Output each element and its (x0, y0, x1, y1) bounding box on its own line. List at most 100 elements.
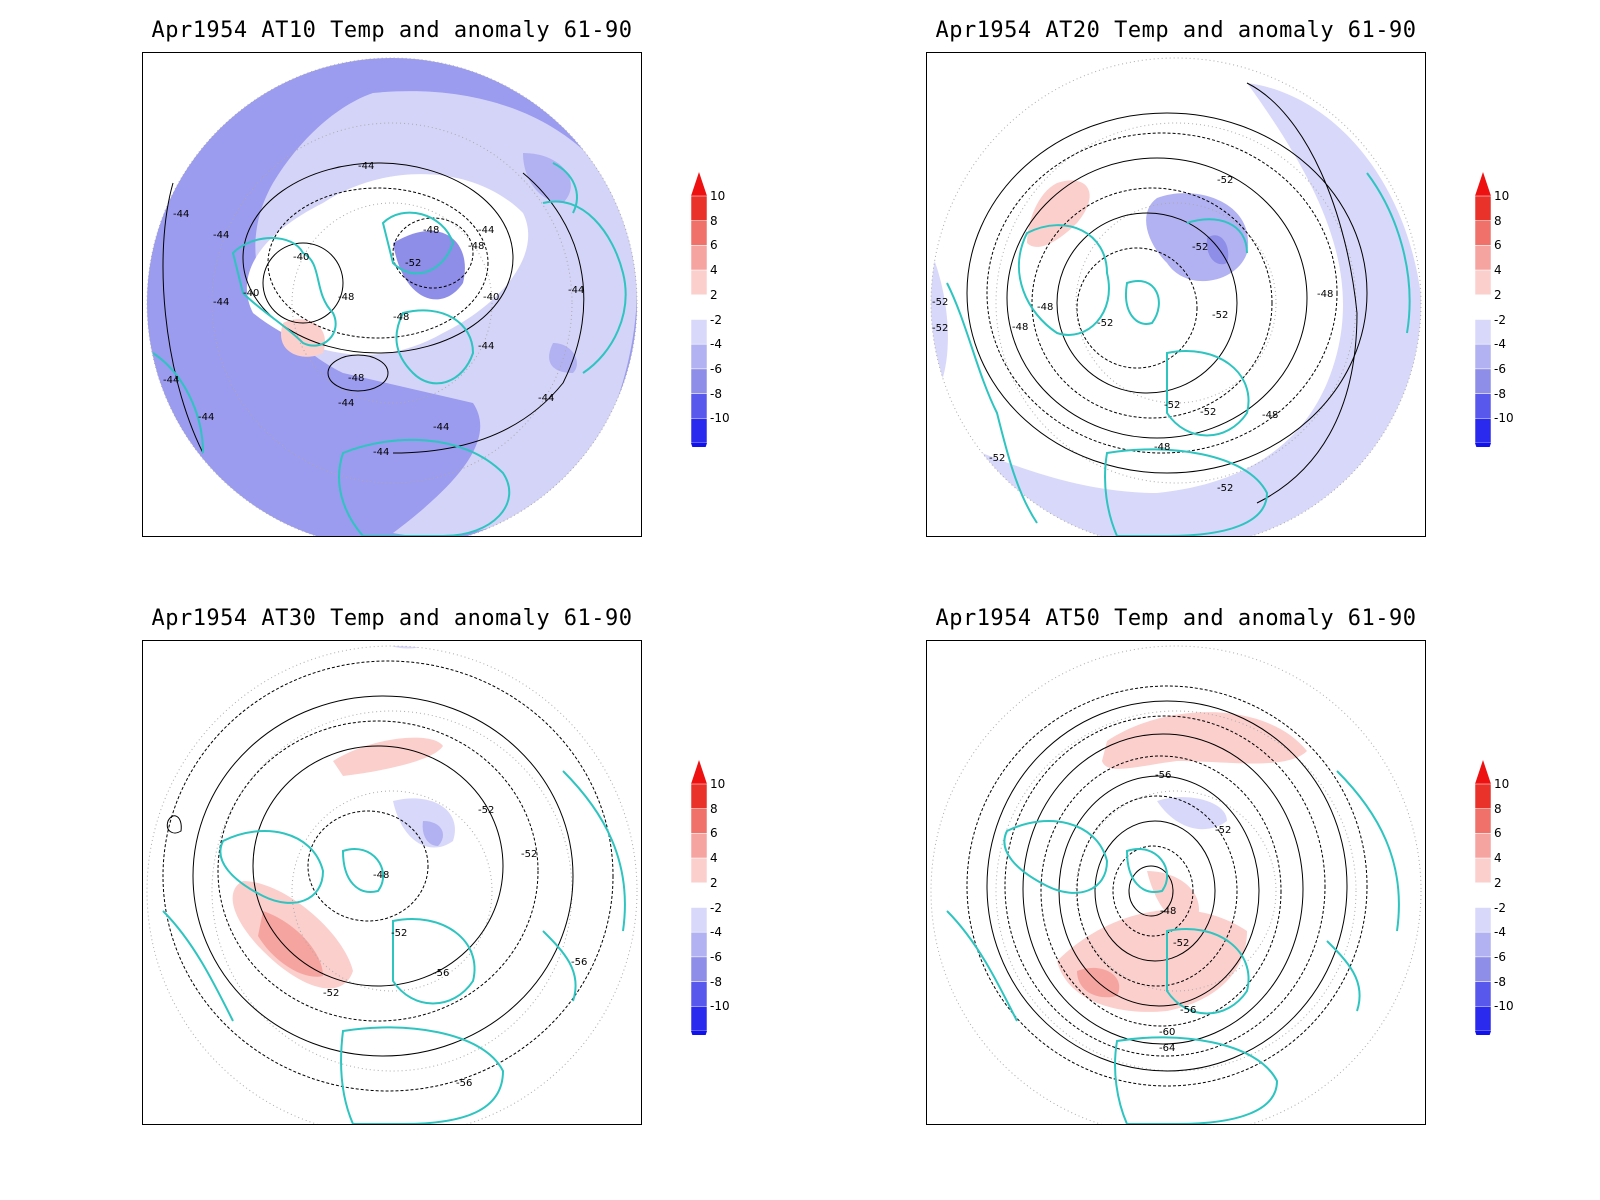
contour-label: -48 (373, 870, 389, 881)
panel-1-title: Apr1954 AT10 Temp and anomaly 61-90 (151, 18, 633, 43)
colorbar-tick-label: 2 (710, 287, 718, 302)
panel-2-map: -52 -52 -52 -48 -48 -52 -52 -52 -52 -52 … (926, 52, 1426, 537)
colorbar-segment (690, 931, 708, 958)
anomaly-field-pos2c (1147, 871, 1199, 924)
colorbar-segment (1474, 294, 1492, 320)
panel-4-map: -56 -52 -48 -52 -56 -60 -64 (926, 640, 1426, 1125)
contour-label: -48 (338, 292, 354, 303)
colorbar-tick-label: 6 (710, 826, 718, 841)
contour-label: -48 (1012, 322, 1028, 333)
colorbar-tick-label: -4 (1494, 337, 1506, 352)
colorbar-segment (1474, 882, 1492, 908)
colorbar-3: 10 8 6 4 2 -2 -4 -6 -8 -10 (688, 760, 748, 1055)
colorbar-3-svg (690, 760, 708, 1055)
colorbar-segment (1474, 245, 1492, 271)
colorbar-top-arrow (691, 172, 707, 196)
contour-label: -56 (433, 968, 449, 979)
anomaly-field-pos4 (258, 911, 323, 977)
colorbar-tick-label: -4 (1494, 925, 1506, 940)
colorbar-segment (1474, 857, 1492, 884)
panel-4-title: Apr1954 AT50 Temp and anomaly 61-90 (935, 606, 1417, 631)
contour-label: -48 (1160, 906, 1176, 917)
contour-label: -52 (1200, 407, 1216, 418)
colorbar-segment (1474, 269, 1492, 296)
latitude-circle-outer (146, 57, 638, 536)
contour-label: -52 (478, 805, 494, 816)
anomaly-field-neutral (246, 174, 529, 355)
contour-label: -48 (393, 312, 409, 323)
contour-label: -52 (391, 928, 407, 939)
panel-2-map-svg: -52 -52 -52 -48 -48 -52 -52 -52 -52 -52 … (930, 57, 1422, 536)
colorbar-tick-label: 6 (1494, 238, 1502, 253)
latitude-circle-inner (291, 202, 493, 404)
colorbar-segment (1474, 956, 1492, 982)
contour-label: -52 (521, 849, 537, 860)
contour-label: -52 (1217, 483, 1233, 494)
colorbar-tick-label: -10 (710, 999, 730, 1014)
colorbar-segment (690, 294, 708, 320)
anomaly-field-pos2 (333, 737, 443, 776)
colorbar-tick-label: -4 (710, 337, 722, 352)
contour-label: -56 (1155, 770, 1171, 781)
colorbar-2-svg (1474, 172, 1492, 467)
contour-label: -44 (538, 393, 554, 404)
colorbar-tick-label: -4 (710, 925, 722, 940)
contour-label: -56 (456, 1078, 472, 1089)
anomaly-field-pos2 (281, 319, 325, 357)
contour-label: -52 (989, 453, 1005, 464)
contour-label: -52 (1212, 310, 1228, 321)
colorbar-segment (1474, 343, 1492, 370)
colorbar-segment (1474, 319, 1492, 345)
colorbar-1-svg (690, 172, 708, 467)
colorbar-tick-label: 6 (1494, 826, 1502, 841)
latitude-circle-outer (930, 57, 1422, 536)
colorbar-segment (1474, 1006, 1492, 1032)
colorbar-tick-label: 4 (1494, 263, 1502, 278)
colorbar-tick-label: -8 (710, 974, 722, 989)
colorbar-segment (690, 956, 708, 982)
contour-labels: -44 -44 -44 -44 -44 -44 -40 -40 -40 -48 … (163, 161, 584, 458)
colorbar-4: 10 8 6 4 2 -2 -4 -6 -8 -10 (1472, 760, 1532, 1055)
latitude-circle-outer (930, 645, 1422, 1124)
contour-label: -44 (213, 297, 229, 308)
colorbar-segment (690, 882, 708, 908)
contour-labels: -52 -52 -52 -48 -48 -52 -52 -52 -52 -52 … (932, 175, 1333, 494)
contour-label: -52 (1173, 938, 1189, 949)
colorbar-tick-label: -10 (1494, 999, 1514, 1014)
panel-2-title: Apr1954 AT20 Temp and anomaly 61-90 (935, 18, 1417, 43)
colorbar-tick-label: -6 (1494, 361, 1506, 376)
contour-label: -40 (483, 292, 499, 303)
contour-label: -48 (423, 225, 439, 236)
colorbar-segment (1474, 907, 1492, 933)
colorbar-top-arrow (1475, 172, 1491, 196)
contour-label: -52 (932, 297, 948, 308)
colorbar-tick-label: 4 (710, 851, 718, 866)
colorbar-tick-label: -6 (710, 361, 722, 376)
colorbar-tick-label: -8 (1494, 974, 1506, 989)
contour-labels: -52 -52 -48 -52 -56 -56 -52 -56 (323, 805, 587, 1089)
contour-label: -44 (433, 422, 449, 433)
colorbar-tick-label: 10 (1494, 777, 1510, 791)
colorbar-tick-label: 2 (1494, 875, 1502, 890)
colorbar-segment (690, 269, 708, 296)
colorbar-segment (1474, 931, 1492, 958)
colorbar-tick-label: 8 (1494, 801, 1502, 816)
colorbar-bottom-arrow (691, 1031, 707, 1055)
colorbar-tick-label: -2 (710, 312, 722, 327)
coastlines (162, 770, 626, 1124)
anomaly-field-pos2 (1027, 180, 1090, 247)
contour-label: -52 (1097, 318, 1113, 329)
colorbar-tick-label: 2 (1494, 287, 1502, 302)
colorbar-segment (1474, 418, 1492, 444)
colorbar-tick-label: 6 (710, 238, 718, 253)
contour-label: -40 (293, 252, 309, 263)
colorbar-tick-label: -2 (710, 900, 722, 915)
colorbar-tick-label: 8 (710, 213, 718, 228)
anomaly-field-neg6 (1206, 235, 1229, 265)
colorbar-segment (690, 857, 708, 884)
colorbar-tick-label: 4 (710, 263, 718, 278)
contour-label: -60 (1159, 1027, 1175, 1038)
contour-label: -56 (1180, 1005, 1196, 1016)
contour-lines (966, 82, 1368, 504)
colorbar-tick-label: 8 (710, 801, 718, 816)
